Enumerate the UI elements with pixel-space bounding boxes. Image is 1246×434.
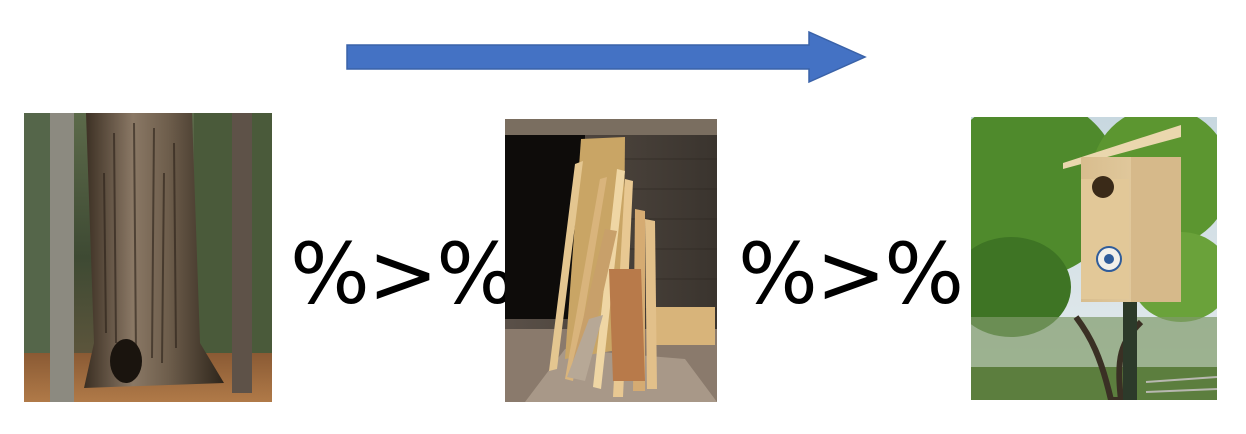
birdhouse-image <box>971 117 1217 400</box>
tree-image <box>24 113 272 402</box>
pipe-operator-1: %>% <box>290 225 516 323</box>
arrow-shape <box>346 30 867 84</box>
lumber-pile-image <box>505 119 717 402</box>
pipe-operator-2: %>% <box>738 225 964 323</box>
progress-arrow <box>345 30 867 84</box>
